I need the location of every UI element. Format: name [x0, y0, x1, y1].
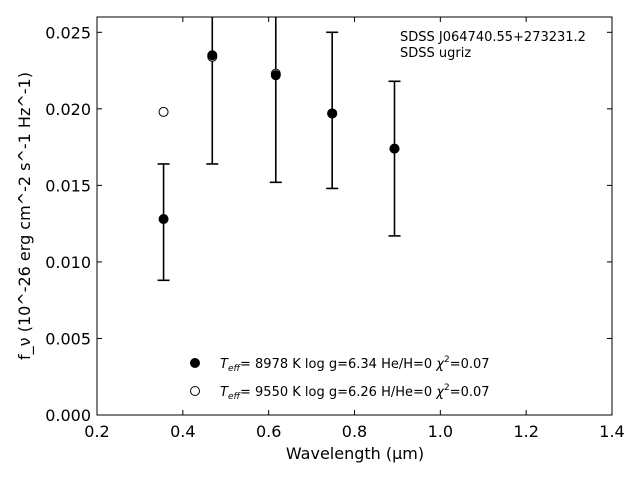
- y-tick-label: 0.015: [45, 176, 91, 195]
- x-tick-label: 1.0: [428, 422, 453, 441]
- x-tick-label: 1.2: [513, 422, 538, 441]
- annotation-filters: SDSS ugriz: [400, 46, 471, 61]
- y-tick-label: 0.025: [45, 23, 91, 42]
- x-tick-label: 0.2: [84, 422, 109, 441]
- legend: Teff= 8978 K log g=6.34 He/H=0 χ2=0.07 T…: [190, 355, 490, 402]
- filled-point: [158, 214, 169, 225]
- axis-ticks: 0.2 0.4 0.6 0.8 1.0 1.2 1.4 0.000 0.005 0.010 0.01…: [45, 17, 625, 441]
- y-tick-label: 0.020: [45, 100, 91, 119]
- x-tick-label: 1.4: [599, 422, 624, 441]
- legend-marker-filled: [190, 358, 200, 368]
- x-tick-label: 0.6: [256, 422, 281, 441]
- error-bars: [157, 17, 401, 282]
- filled-point: [327, 108, 338, 119]
- open-point: [158, 106, 169, 117]
- filled-point: [270, 70, 281, 81]
- x-tick-label: 0.8: [342, 422, 367, 441]
- y-tick-label: 0.010: [45, 253, 91, 272]
- filled-point: [389, 143, 400, 154]
- y-tick-label: 0.005: [45, 329, 91, 348]
- x-tick-label: 0.4: [170, 422, 195, 441]
- legend-marker-open: [190, 386, 200, 396]
- data-points: [158, 50, 400, 225]
- y-axis-label: f_ν (10^-26 erg cm^-2 s^-1 Hz^-1): [15, 72, 35, 360]
- legend-entry-2: Teff= 9550 K log g=6.26 H/He=0 χ2=0.07: [220, 383, 490, 402]
- plot-frame: [96, 16, 613, 416]
- annotation-object-name: SDSS J064740.55+273231.2: [400, 30, 586, 45]
- x-axis-label: Wavelength (μm): [286, 444, 424, 463]
- y-tick-label: 0.000: [45, 406, 91, 425]
- legend-entry-1: Teff= 8978 K log g=6.34 He/H=0 χ2=0.07: [220, 355, 490, 374]
- filled-point: [207, 50, 218, 61]
- svg-text:f_ν (10^-26 erg cm^-2 s^-1 Hz^: f_ν (10^-26 erg cm^-2 s^-1 Hz^-1): [15, 72, 35, 360]
